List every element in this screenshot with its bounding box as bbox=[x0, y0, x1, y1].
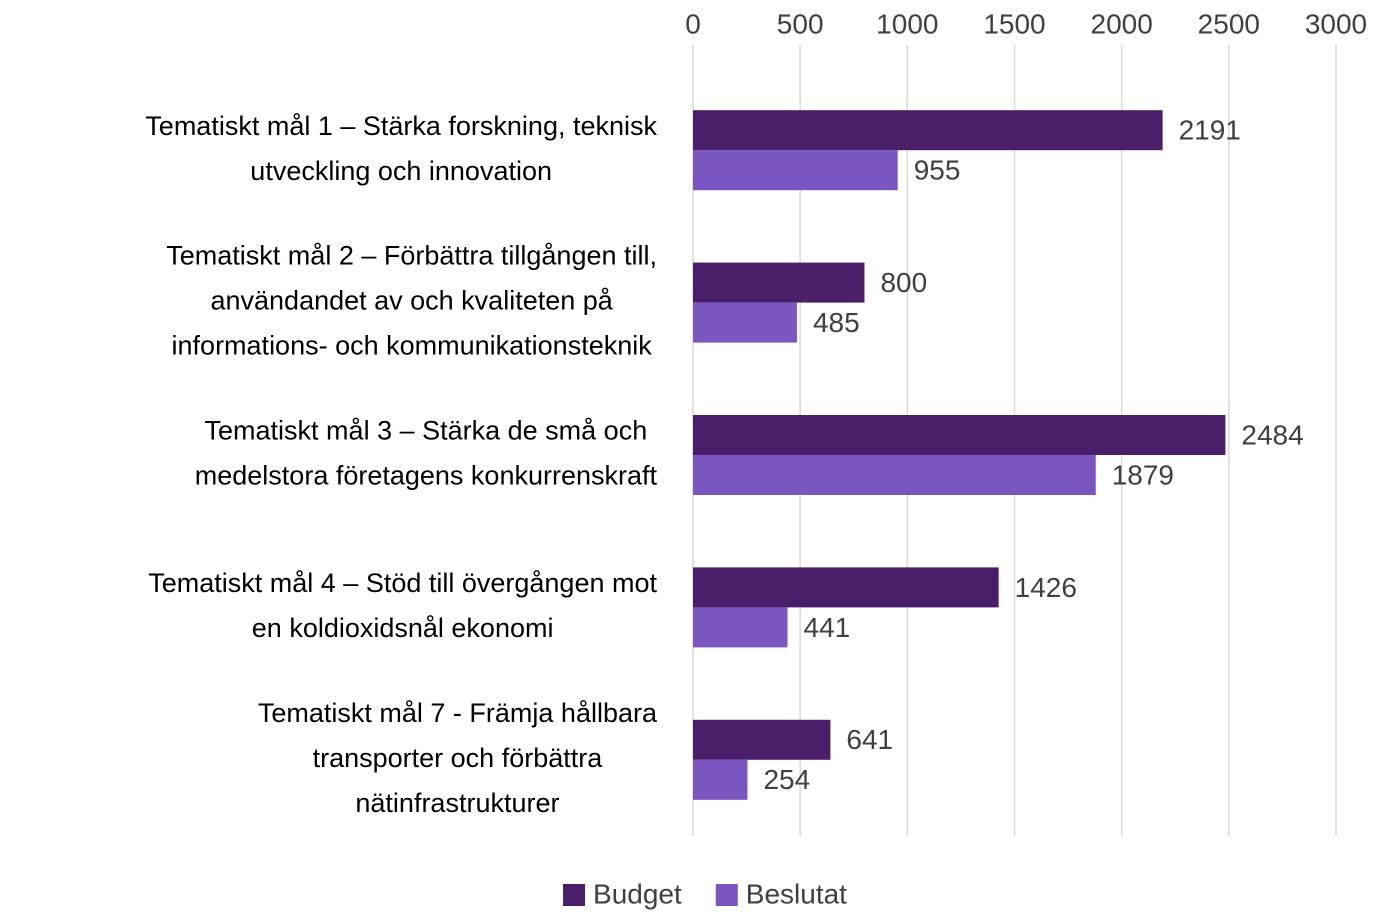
bar bbox=[693, 455, 1096, 495]
bar bbox=[693, 262, 865, 303]
value-label: 441 bbox=[804, 612, 851, 643]
bar bbox=[693, 415, 1226, 455]
x-tick-label: 3000 bbox=[1305, 8, 1367, 39]
value-label: 641 bbox=[846, 724, 893, 755]
category-label: Tematiskt mål 2 – Förbättra tillgången t… bbox=[166, 241, 657, 271]
category-label: Tematiskt mål 7 - Främja hållbara bbox=[258, 698, 658, 728]
bar bbox=[693, 302, 797, 343]
category-label: medelstora företagens konkurrenskraft bbox=[195, 461, 658, 491]
category-label: utveckling och innovation bbox=[250, 156, 552, 186]
category-label: användandet av och kvaliteten på bbox=[210, 286, 613, 316]
legend-label: Beslutat bbox=[746, 878, 847, 909]
value-label: 2484 bbox=[1241, 419, 1303, 450]
value-label: 800 bbox=[880, 267, 927, 298]
value-label: 2191 bbox=[1179, 115, 1241, 146]
category-label: nätinfrastrukturer bbox=[355, 788, 559, 818]
legend-swatch bbox=[715, 884, 738, 906]
legend-swatch bbox=[563, 884, 586, 906]
category-label: informations- och kommunikationsteknik bbox=[172, 331, 653, 361]
bar bbox=[693, 110, 1163, 151]
category-label: Tematiskt mål 3 – Stärka de små och bbox=[205, 416, 648, 446]
bar bbox=[693, 607, 788, 648]
value-label: 955 bbox=[914, 155, 961, 186]
x-tick-label: 0 bbox=[685, 8, 701, 39]
value-label: 1879 bbox=[1112, 459, 1174, 490]
x-tick-label: 500 bbox=[777, 8, 824, 39]
bar bbox=[693, 567, 999, 608]
category-label: en koldioxidsnål ekonomi bbox=[252, 613, 554, 643]
category-label: Tematiskt mål 4 – Stöd till övergången m… bbox=[148, 568, 657, 598]
value-label: 254 bbox=[763, 764, 810, 795]
bar bbox=[693, 719, 831, 760]
category-label: transporter och förbättra bbox=[313, 743, 604, 773]
legend-label: Budget bbox=[593, 878, 682, 909]
bar bbox=[693, 150, 898, 191]
bar bbox=[693, 759, 748, 800]
value-label: 485 bbox=[813, 307, 860, 338]
x-tick-label: 2000 bbox=[1091, 8, 1153, 39]
x-tick-label: 1500 bbox=[983, 8, 1045, 39]
x-tick-label: 2500 bbox=[1198, 8, 1260, 39]
category-label: Tematiskt mål 1 – Stärka forskning, tekn… bbox=[145, 111, 657, 141]
value-label: 1426 bbox=[1015, 572, 1077, 603]
x-tick-label: 1000 bbox=[876, 8, 938, 39]
